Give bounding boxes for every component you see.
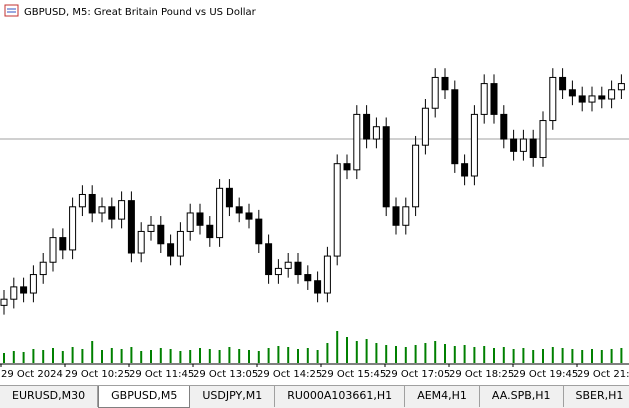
candle-body [59,237,67,251]
candle-body [333,163,341,257]
chart-tab[interactable]: EURUSD,M30 [0,386,99,407]
candle-body [294,261,302,276]
candle-body [49,237,57,263]
chart-tab[interactable]: USDJPY,M1 [190,386,276,407]
candle-body [137,230,145,254]
candle-body [363,113,371,140]
candle-body [392,206,400,226]
candle-body [127,200,135,254]
candle-body [588,95,596,103]
candle-body [284,261,292,269]
candle-body [20,286,28,294]
candle-body [147,224,155,232]
chart-tab[interactable]: SBER,H1 [564,386,629,407]
candle-body [245,212,253,220]
candle-body [598,95,606,100]
candle-body [608,89,616,100]
candle-body [323,255,331,294]
chart-tab[interactable]: RU000A103661,H1 [275,386,406,407]
candle-body [255,218,263,245]
candle-body [88,193,96,214]
candle-body [451,89,459,165]
candle-body [382,126,390,208]
candle-body [441,76,449,91]
candle-body [157,224,165,245]
candle-body [69,206,77,251]
time-label: 29 Oct 13:05 [193,369,258,380]
candle-body [196,212,204,226]
candle-body [274,267,282,276]
candle-body [402,206,410,226]
candle-body [421,107,429,146]
candle-body [529,138,537,159]
candle-body [304,274,312,282]
candle-body [412,144,420,208]
candle-body [314,280,322,294]
candle-body [186,212,194,232]
candle-body [539,120,547,159]
candle-body [372,126,380,140]
candle-body [549,76,557,122]
chart-title: GBPUSD, M5: Great Britain Pound vs US Do… [24,7,257,18]
candle-body [519,138,527,152]
candle-body [118,200,126,220]
candle-body [578,95,586,103]
candle-body [176,230,184,257]
candle-body [510,138,518,152]
candle-body [10,286,18,300]
candle-body [225,187,233,208]
candle-body [78,193,86,208]
candle-body [98,206,106,214]
candle-body [461,163,469,177]
candle-body [353,113,361,171]
candle-body [480,83,488,115]
time-label: 29 Oct 15:45 [321,369,386,380]
time-label: 29 Oct 2024 [1,369,63,380]
candle-body [0,298,8,306]
chart-tab[interactable]: AA.SPB,H1 [480,386,564,407]
candle-body [617,83,625,91]
candle-body [265,243,273,276]
chart: GBPUSD, M5: Great Britain Pound vs US Do… [0,4,629,380]
chart-icon [4,4,19,17]
candle-body [39,261,47,276]
candle-body [559,76,567,91]
time-label: 29 Oct 17:05 [385,369,450,380]
time-label: 29 Oct 21:05 [577,369,629,380]
candle-body [568,89,576,97]
time-label: 29 Oct 19:45 [513,369,578,380]
candle-body [431,76,439,109]
candle-body [167,243,175,257]
chart-tab[interactable]: AEM4,H1 [405,386,480,407]
candle-body [29,274,37,294]
candle-body [343,163,351,171]
time-label: 29 Oct 14:25 [257,369,322,380]
candle-body [108,206,116,220]
tab-bar: EURUSD,M30 GBPUSD,M5 USDJPY,M1 RU000A103661… [0,385,629,408]
time-label: 29 Oct 18:25 [449,369,514,380]
chart-tab[interactable]: GBPUSD,M5 [98,386,191,408]
candle-body [235,206,243,214]
time-label: 29 Oct 11:45 [129,369,194,380]
candle-body [206,224,214,239]
candle-body [216,187,224,239]
candle-body [500,113,508,140]
time-label: 29 Oct 10:25 [65,369,130,380]
candle-body [470,113,478,177]
candle-body [490,83,498,115]
